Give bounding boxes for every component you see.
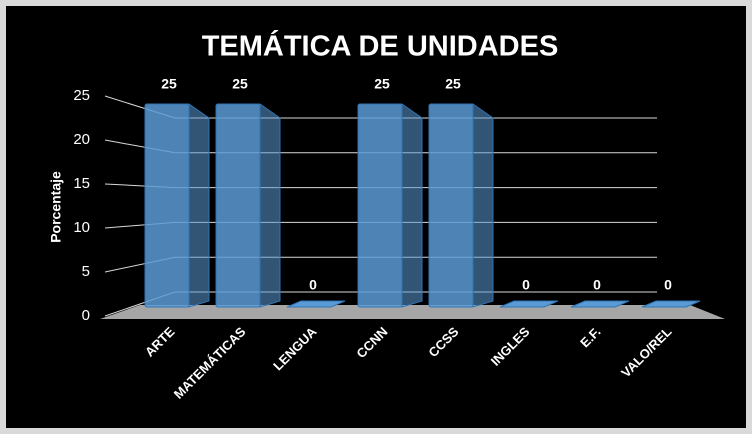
y-tick-label: 15 [73, 175, 90, 192]
bar [357, 103, 403, 308]
value-label: 25 [445, 76, 461, 92]
floor [100, 305, 725, 319]
y-tick-label: 0 [82, 307, 90, 324]
chart-title: TEMÁTICA DE UNIDADES [202, 29, 559, 63]
bar-side [401, 103, 423, 308]
bar [641, 300, 701, 308]
value-label: 25 [161, 76, 177, 92]
value-label: 0 [309, 277, 317, 293]
value-label: 0 [664, 277, 672, 293]
bar-side [188, 103, 210, 308]
bar [215, 103, 261, 308]
value-label: 0 [593, 277, 601, 293]
bar [499, 300, 559, 308]
bar [144, 103, 190, 308]
value-label: 0 [522, 277, 530, 293]
y-tick-label: 5 [82, 263, 90, 280]
y-tick-label: 20 [73, 131, 90, 148]
value-label: 25 [374, 76, 390, 92]
bar [428, 103, 474, 308]
y-tick-label: 10 [73, 219, 90, 236]
bar-side [259, 103, 281, 308]
y-axis-title: Porcentaje [48, 171, 64, 243]
value-label: 25 [232, 76, 248, 92]
bar-side [472, 103, 494, 308]
y-tick-label: 25 [73, 87, 90, 104]
bar [570, 300, 630, 308]
bar [286, 300, 346, 308]
